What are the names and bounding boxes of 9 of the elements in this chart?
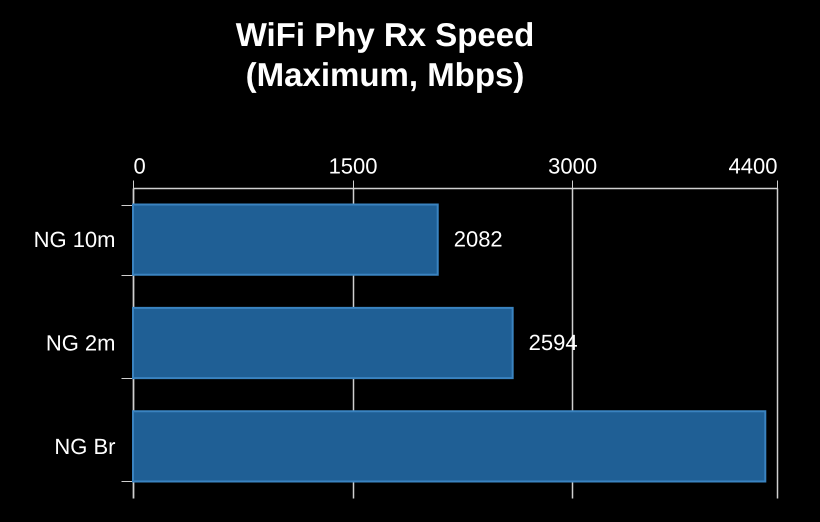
data-label: 2082	[454, 226, 503, 252]
x-tick-label: 0	[134, 154, 146, 178]
x-tick-label: 4400	[728, 154, 778, 178]
y-tick-label: NG Br	[54, 434, 116, 459]
y-tick-label: NG 10m	[34, 227, 116, 252]
x-tick-label: 3000	[548, 154, 598, 178]
chart-title: WiFi Phy Rx Speed (Maximum, Mbps)	[236, 16, 534, 93]
y-tick-label: NG 2m	[46, 330, 116, 356]
x-tick-label: 1500	[328, 154, 378, 178]
